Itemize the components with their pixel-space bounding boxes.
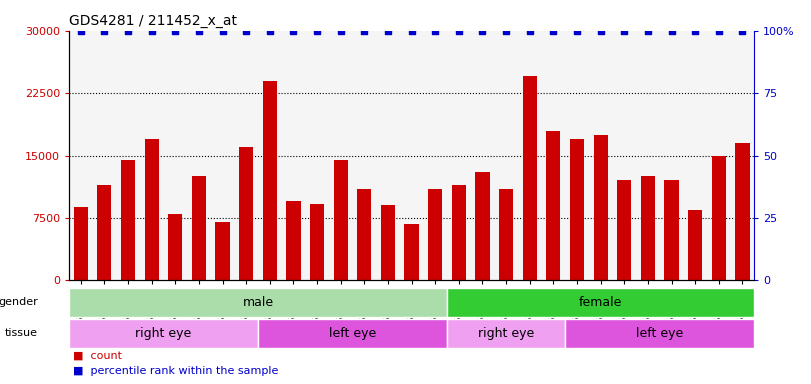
Text: ■  percentile rank within the sample: ■ percentile rank within the sample: [73, 366, 278, 376]
Bar: [664, 180, 679, 280]
Point: [334, 28, 347, 34]
Point: [570, 28, 583, 34]
Point: [405, 28, 418, 34]
Point: [500, 28, 513, 34]
Bar: [570, 139, 584, 280]
Point: [523, 28, 536, 34]
Point: [642, 28, 654, 34]
Point: [192, 28, 205, 34]
Bar: [688, 210, 702, 280]
Bar: [286, 201, 301, 280]
Point: [429, 28, 442, 34]
Point: [665, 28, 678, 34]
Bar: [447, 319, 565, 348]
Point: [736, 28, 749, 34]
Point: [75, 28, 88, 34]
Bar: [565, 319, 754, 348]
Bar: [333, 160, 348, 280]
Text: left eye: left eye: [329, 327, 376, 339]
Bar: [192, 176, 206, 280]
Text: female: female: [579, 296, 622, 309]
Point: [216, 28, 229, 34]
Bar: [144, 139, 159, 280]
Bar: [97, 185, 111, 280]
Bar: [428, 189, 442, 280]
Point: [122, 28, 135, 34]
Bar: [121, 160, 135, 280]
Text: left eye: left eye: [636, 327, 684, 339]
Point: [712, 28, 725, 34]
Text: ■  count: ■ count: [73, 350, 122, 360]
Bar: [69, 319, 258, 348]
Text: right eye: right eye: [135, 327, 191, 339]
Bar: [239, 147, 253, 280]
Text: GDS4281 / 211452_x_at: GDS4281 / 211452_x_at: [69, 14, 237, 28]
Text: male: male: [242, 296, 273, 309]
Bar: [216, 222, 230, 280]
Point: [547, 28, 560, 34]
Point: [594, 28, 607, 34]
Point: [689, 28, 702, 34]
Point: [453, 28, 466, 34]
Bar: [522, 76, 537, 280]
Point: [169, 28, 182, 34]
Bar: [499, 189, 513, 280]
Point: [264, 28, 277, 34]
Bar: [258, 319, 447, 348]
Bar: [736, 143, 749, 280]
Bar: [712, 156, 726, 280]
Bar: [594, 135, 607, 280]
Bar: [447, 288, 754, 317]
Point: [358, 28, 371, 34]
Bar: [168, 214, 182, 280]
Point: [476, 28, 489, 34]
Point: [618, 28, 631, 34]
Bar: [452, 185, 466, 280]
Point: [287, 28, 300, 34]
Text: right eye: right eye: [478, 327, 534, 339]
Bar: [641, 176, 655, 280]
Bar: [617, 180, 631, 280]
Text: tissue: tissue: [5, 328, 38, 338]
Bar: [405, 224, 418, 280]
Bar: [381, 205, 395, 280]
Point: [240, 28, 253, 34]
Bar: [357, 189, 371, 280]
Bar: [310, 204, 324, 280]
Bar: [69, 288, 447, 317]
Bar: [475, 172, 490, 280]
Bar: [263, 81, 277, 280]
Text: gender: gender: [0, 297, 38, 308]
Point: [311, 28, 324, 34]
Bar: [547, 131, 560, 280]
Point: [145, 28, 158, 34]
Bar: [74, 207, 88, 280]
Point: [98, 28, 111, 34]
Point: [381, 28, 394, 34]
